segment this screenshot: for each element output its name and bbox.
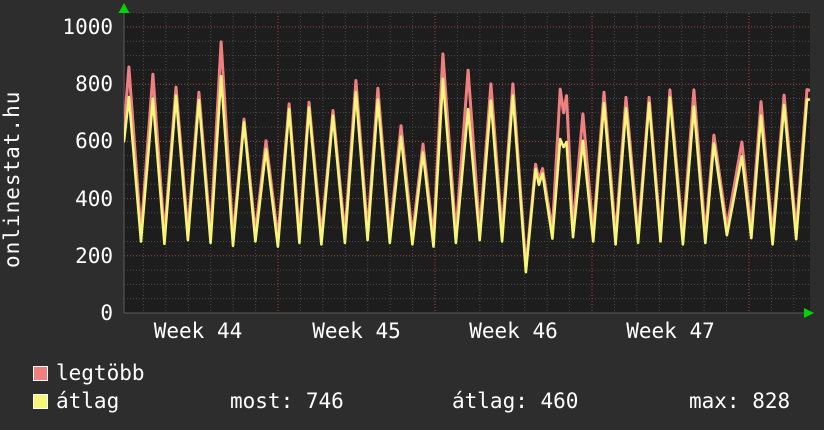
- stat-max: max: 828: [689, 389, 791, 413]
- x-week-label: Week 46: [469, 319, 558, 343]
- legend-label-atlag: átlag: [56, 389, 120, 413]
- y-tick-label: 600: [75, 129, 113, 154]
- y-tick-label: 1000: [62, 15, 113, 39]
- y-axis-arrow-icon: [118, 3, 130, 13]
- x-week-label: Week 45: [312, 319, 401, 343]
- y-tick-label: 200: [75, 243, 113, 268]
- legend-label-legtobb: legtöbb: [56, 361, 145, 385]
- legend-item-legtobb: legtöbb: [33, 361, 145, 385]
- y-tick-label: 0: [100, 301, 113, 325]
- legend-swatch-atlag: [33, 394, 48, 410]
- stat-atlag: átlag: 460: [452, 389, 579, 413]
- y-tick-label: 800: [75, 72, 113, 97]
- x-week-label: Week 44: [153, 319, 243, 343]
- x-axis-arrow-icon: [804, 308, 814, 318]
- legend-item-atlag: átlag: [33, 389, 120, 413]
- stat-most: most: 746: [230, 389, 344, 413]
- brand-watermark: onlinestat.hu: [0, 90, 24, 268]
- chart-plot-area: [118, 3, 814, 318]
- legend-swatch-legtobb: [33, 366, 48, 382]
- x-week-label: Week 47: [626, 319, 715, 343]
- y-tick-label: 400: [75, 186, 113, 211]
